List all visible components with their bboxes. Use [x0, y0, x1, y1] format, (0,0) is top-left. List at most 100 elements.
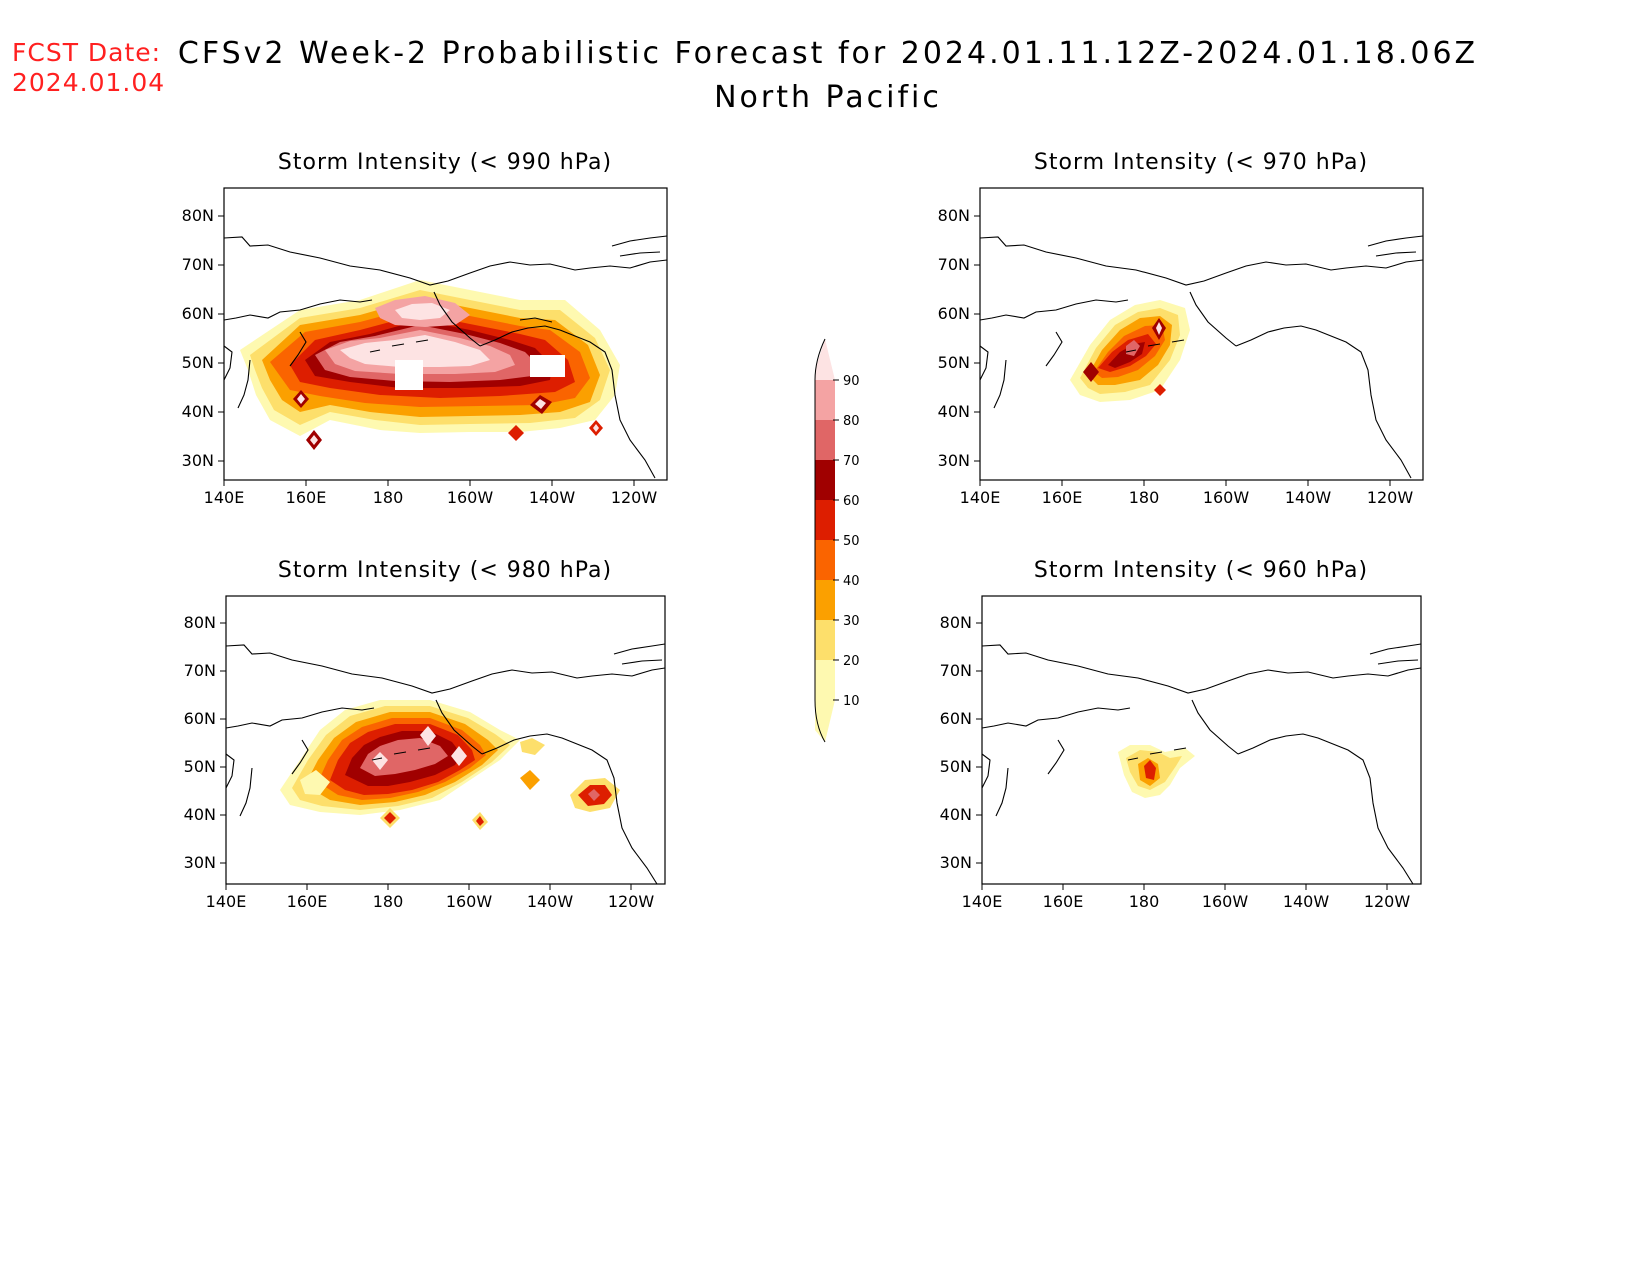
colorbar-outline [814, 338, 826, 743]
y-tick-label: 60N [940, 709, 972, 728]
y-axis: 80N 70N 60N 50N 40N 30N [938, 206, 980, 470]
y-tick-label: 80N [938, 206, 970, 225]
coastlines [982, 643, 1421, 884]
panel-970: Storm Intensity (< 970 hPa) [938, 150, 1424, 507]
x-tick-label: 160W [446, 892, 493, 911]
colorbar-bin [815, 540, 835, 580]
y-tick-label: 70N [182, 255, 214, 274]
x-tick-label: 140E [204, 488, 245, 507]
y-tick-label: 50N [184, 757, 216, 776]
x-tick-label: 160E [287, 892, 328, 911]
map-frame [223, 187, 668, 481]
x-axis: 140E 160E 180 160W 140W 120W [204, 480, 658, 507]
y-tick-label: 70N [938, 255, 970, 274]
y-tick-label: 70N [184, 661, 216, 680]
y-tick-label: 40N [938, 402, 970, 421]
panel-title: Storm Intensity (< 980 hPa) [278, 558, 612, 583]
colorbar-bottom-cap [815, 700, 835, 742]
colorbar-label: 10 [843, 694, 860, 709]
y-tick-label: 40N [182, 402, 214, 421]
y-tick-label: 30N [184, 853, 216, 872]
x-tick-label: 140W [529, 488, 576, 507]
probability-field [240, 280, 620, 450]
x-tick-label: 120W [1367, 488, 1414, 507]
y-tick-label: 30N [182, 451, 214, 470]
y-tick-label: 30N [938, 451, 970, 470]
x-tick-label: 140W [527, 892, 574, 911]
colorbar-bin [815, 500, 835, 540]
x-tick-label: 160W [1203, 488, 1250, 507]
x-tick-label: 140E [960, 488, 1001, 507]
y-tick-label: 50N [940, 757, 972, 776]
x-tick-label: 120W [1364, 892, 1411, 911]
y-tick-label: 60N [938, 304, 970, 323]
figure-title: CFSv2 Week-2 Probabilistic Forecast for … [0, 32, 1650, 120]
x-tick-label: 140W [1285, 488, 1332, 507]
map-frame [981, 595, 1422, 885]
colorbar-top-cap [815, 339, 835, 380]
panel-title: Storm Intensity (< 970 hPa) [1034, 150, 1368, 175]
x-tick-label: 180 [373, 488, 404, 507]
colorbar-label: 80 [843, 414, 860, 429]
title-line-2: North Pacific [714, 80, 942, 115]
panel-title: Storm Intensity (< 960 hPa) [1034, 558, 1368, 583]
panel-960: Storm Intensity (< 960 hPa) 80N 70N 60N … [940, 558, 1422, 911]
y-tick-label: 80N [184, 613, 216, 632]
panel-990: Storm Intensity (< 990 hPa) [182, 150, 668, 507]
x-tick-label: 160W [447, 488, 494, 507]
fcst-date-caption: FCST Date: [12, 38, 162, 67]
probability-field [280, 700, 620, 830]
y-axis: 80N 70N 60N 50N 40N 30N [182, 206, 224, 470]
x-tick-label: 120W [608, 892, 655, 911]
fcst-date-value: 2024.01.04 [12, 68, 166, 97]
colorbar: 90 80 70 60 50 40 30 20 10 [814, 338, 860, 743]
y-axis: 80N 70N 60N 50N 40N 30N [940, 613, 982, 872]
colorbar-bin [815, 580, 835, 620]
colorbar-label: 70 [843, 454, 860, 469]
y-tick-label: 80N [940, 613, 972, 632]
x-tick-label: 180 [373, 892, 404, 911]
y-axis: 80N 70N 60N 50N 40N 30N [184, 613, 226, 872]
x-tick-label: 160E [286, 488, 327, 507]
y-tick-label: 60N [182, 304, 214, 323]
x-axis: 140E 160E 180 160W 140W 120W [962, 884, 1411, 911]
map-frame [225, 595, 666, 885]
x-tick-label: 160W [1202, 892, 1249, 911]
x-tick-label: 180 [1129, 488, 1160, 507]
x-tick-label: 160E [1043, 892, 1084, 911]
x-tick-label: 180 [1129, 892, 1160, 911]
colorbar-label: 50 [843, 534, 860, 549]
y-tick-label: 50N [182, 353, 214, 372]
coastlines [226, 643, 665, 884]
y-tick-label: 40N [940, 805, 972, 824]
x-tick-label: 140W [1283, 892, 1330, 911]
colorbar-label: 40 [843, 574, 860, 589]
colorbar-bin [815, 660, 835, 700]
x-axis: 140E 160E 180 160W 140W 120W [206, 884, 655, 911]
y-tick-label: 40N [184, 805, 216, 824]
colorbar-bin [815, 620, 835, 660]
x-axis: 140E 160E 180 160W 140W 120W [960, 480, 1414, 507]
colorbar-bin [815, 420, 835, 460]
fcst-date-label: FCST Date: 2024.01.04 [12, 38, 165, 98]
colorbar-bin [815, 380, 835, 420]
colorbar-ticks: 90 80 70 60 50 40 30 20 10 [833, 374, 860, 709]
coastlines [980, 235, 1423, 479]
y-tick-label: 70N [940, 661, 972, 680]
panel-980: Storm Intensity (< 980 hPa) [184, 558, 666, 911]
colorbar-label: 90 [843, 374, 860, 389]
y-tick-label: 80N [182, 206, 214, 225]
x-tick-label: 120W [611, 488, 658, 507]
x-tick-label: 160E [1042, 488, 1083, 507]
y-tick-label: 50N [938, 353, 970, 372]
panel-title: Storm Intensity (< 990 hPa) [278, 150, 612, 175]
colorbar-label: 20 [843, 654, 860, 669]
title-line-1: CFSv2 Week-2 Probabilistic Forecast for … [177, 36, 1479, 71]
colorbar-label: 60 [843, 494, 860, 509]
x-tick-label: 140E [962, 892, 1003, 911]
x-tick-label: 140E [206, 892, 247, 911]
colorbar-label: 30 [843, 614, 860, 629]
coastlines [224, 235, 667, 479]
y-tick-label: 60N [184, 709, 216, 728]
